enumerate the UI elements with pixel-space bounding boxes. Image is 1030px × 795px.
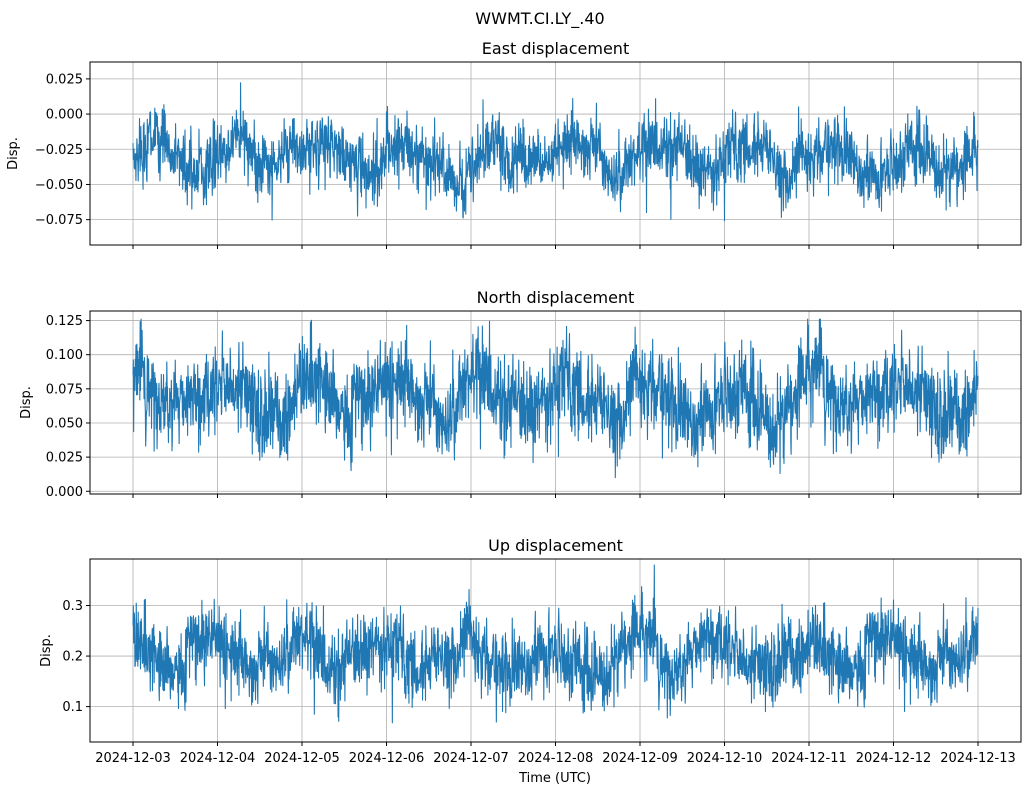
x-tick-label: 2024-12-06 (349, 751, 425, 766)
panel-title: Up displacement (488, 536, 623, 555)
y-tick-label: 0.125 (46, 314, 83, 329)
x-tick-label: 2024-12-12 (856, 751, 932, 766)
panel-1: East displacement 0.025 0.000 −0.025 −0.050 −… (6, 39, 1022, 249)
y-tick-label: 0.100 (46, 348, 83, 363)
x-tick-label: 2024-12-05 (264, 751, 340, 766)
series-line (132, 318, 979, 479)
y-tick-label: 0.025 (46, 72, 83, 87)
panel-title: North displacement (477, 288, 635, 307)
x-tick-label: 2024-12-07 (433, 751, 509, 766)
x-tick-label: 2024-12-04 (180, 751, 256, 766)
y-tick-label: −0.075 (35, 213, 83, 228)
y-tick-label: 0.075 (46, 382, 83, 397)
y-tick-label: 0.025 (46, 451, 83, 466)
y-tick-label: −0.050 (35, 178, 83, 193)
x-tick-label: 2024-12-13 (940, 751, 1016, 766)
x-tick-label: 2024-12-03 (95, 751, 171, 766)
y-tick-label: −0.025 (35, 143, 83, 158)
x-axis-label: Time (UTC) (518, 771, 591, 786)
series-line (132, 564, 979, 724)
x-tick-label: 2024-12-08 (518, 751, 594, 766)
y-axis-label: Disp. (39, 634, 54, 667)
y-tick-label: 0.3 (62, 599, 83, 614)
x-tick-label: 2024-12-09 (602, 751, 678, 766)
x-tick-label: 2024-12-10 (687, 751, 763, 766)
y-tick-label: 0.050 (46, 416, 83, 431)
y-tick-label: 0.000 (46, 485, 83, 500)
x-tick-label: 2024-12-11 (771, 751, 847, 766)
y-tick-label: 0.000 (46, 108, 83, 123)
y-axis-label: Disp. (6, 137, 21, 170)
y-tick-label: 0.1 (62, 700, 83, 715)
panel-3: Up displacement 0.3 0.2 0.1 Disp. 2024-12-03 2… (39, 536, 1022, 766)
panel-2: North displacement 0.125 0.100 0.075 0.050 0.… (19, 288, 1022, 500)
panel-title: East displacement (482, 39, 629, 58)
figure-title: WWMT.CI.LY_.40 (475, 9, 604, 29)
y-axis-label: Disp. (19, 386, 34, 419)
series-line (132, 82, 979, 222)
y-tick-label: 0.2 (62, 650, 83, 665)
panels: East displacement 0.025 0.000 −0.025 −0.050 −… (6, 39, 1022, 766)
